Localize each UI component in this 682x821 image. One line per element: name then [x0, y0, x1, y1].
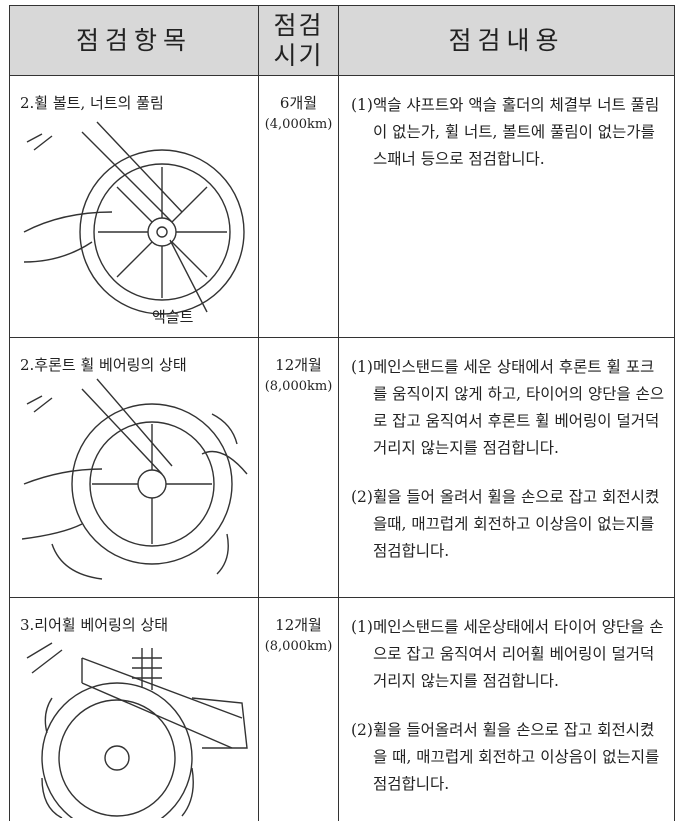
content-text: (1)액슬 샤프트와 액슬 홀더의 체결부 너트 풀림이 없는가, 휠 너트, …	[351, 96, 660, 168]
item-cell: 2.휠 볼트, 너트의 풀림 액슬트	[10, 76, 259, 338]
period-cell: 12개월 (8,000km)	[259, 338, 339, 598]
content-text: (2)휠을 들어 올려서 휠을 손으로 잡고 회전시켰을때, 매끄럽게 회전하고…	[351, 488, 660, 560]
header-text: 시기	[273, 40, 324, 70]
item-text: 2.후론트 휠 베어링의 상태	[20, 356, 187, 374]
period-text: 6개월	[279, 94, 318, 112]
content-cell: (1)액슬 샤프트와 액슬 홀더의 체결부 너트 풀림이 없는가, 휠 너트, …	[339, 76, 675, 338]
content-text: (1)메인스탠드를 세운상태에서 타이어 양단을 손으로 잡고 움직여서 리어휠…	[351, 618, 664, 690]
item-text: 3.리어휠 베어링의 상태	[20, 616, 169, 634]
item-cell: 3.리어휠 베어링의 상태	[10, 598, 259, 821]
content-cell: (1)메인스탠드를 세운상태에서 타이어 양단을 손으로 잡고 움직여서 리어휠…	[339, 598, 675, 821]
period-text: 12개월	[275, 356, 322, 374]
item-cell: 2.후론트 휠 베어링의 상태	[10, 338, 259, 598]
period-km: (8,000km)	[264, 639, 333, 654]
period-cell: 6개월 (4,000km)	[259, 76, 339, 338]
content-text: (2)휠을 들어올려서 휠을 손으로 잡고 회전시켰을 때, 매끄럽게 회전하고…	[351, 721, 660, 793]
illustration	[26, 642, 248, 818]
header-period: 점검 시기	[259, 6, 339, 76]
illustration: 액슬트	[23, 121, 245, 326]
period-km: (4,000km)	[264, 117, 333, 132]
header-text: 점검내용	[448, 25, 565, 55]
header-text: 점검	[273, 10, 324, 40]
content-text: (1)메인스탠드를 세운 상태에서 후론트 휠 포크를 움직이지 않게 하고, …	[351, 358, 665, 457]
content-cell: (1)메인스탠드를 세운 상태에서 후론트 휠 포크를 움직이지 않게 하고, …	[339, 338, 675, 598]
item-text: 2.휠 볼트, 너트의 풀림	[20, 94, 164, 112]
header-text: 점검항목	[75, 25, 192, 55]
header-item: 점검항목	[10, 6, 259, 76]
period-text: 12개월	[275, 616, 322, 634]
illustration	[22, 378, 248, 580]
callout-label: 액슬트	[152, 308, 194, 326]
table: 점검항목 점검 시기 점검내용 2.휠 볼트, 너트의 풀림 액슬트 6개월 (4…	[9, 5, 675, 821]
period-cell: 12개월 (8,000km)	[259, 598, 339, 821]
header-content: 점검내용	[339, 6, 675, 76]
period-km: (8,000km)	[264, 379, 333, 394]
